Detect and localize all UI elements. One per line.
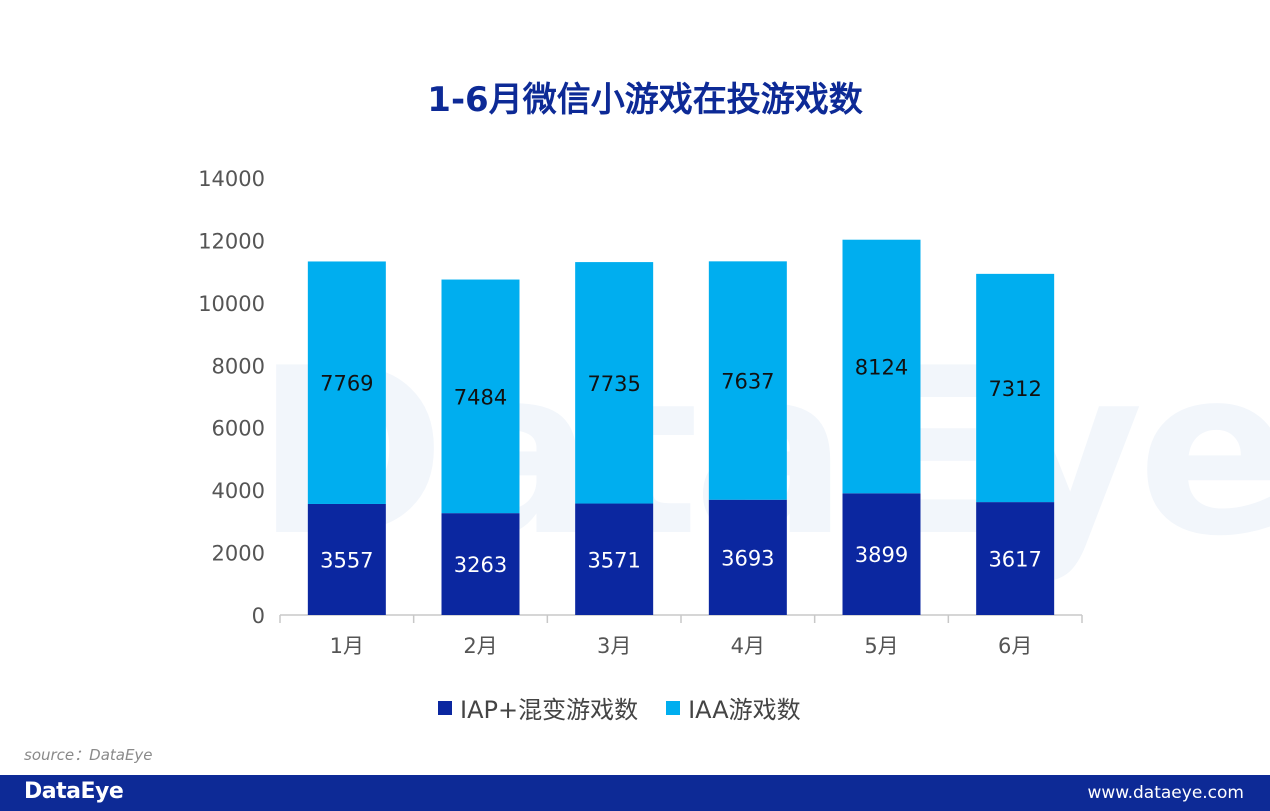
legend-item-iaa: IAA游戏数 <box>666 690 801 725</box>
x-tick-label: 3月 <box>597 634 631 658</box>
bar-segment-iaa <box>575 262 654 504</box>
y-tick-label: 14000 <box>198 167 265 191</box>
bar-segment-iaa <box>708 261 787 500</box>
legend-label-iap: IAP+混变游戏数 <box>460 696 639 724</box>
data-label-iap: 3899 <box>855 543 908 567</box>
chart-title: 1-6月微信小游戏在投游戏数 <box>427 80 863 120</box>
data-label-iap: 3263 <box>454 553 507 577</box>
stacked-bar-chart: 0 2000 4000 6000 8000 10000 12000 14000 3557 7769… <box>198 167 1083 658</box>
bar-segment-iap <box>708 499 787 615</box>
bar-segment-iaa <box>307 261 386 504</box>
data-label-iaa: 7735 <box>587 372 640 396</box>
y-tick-label: 2000 <box>212 542 265 566</box>
y-tick-label: 0 <box>252 604 265 628</box>
bar-segment-iap <box>575 503 654 615</box>
data-label-iap: 3693 <box>721 546 774 570</box>
data-label-iaa: 7312 <box>988 377 1041 401</box>
x-tick-label: 1月 <box>330 634 364 658</box>
legend-label-iaa: IAA游戏数 <box>688 696 801 724</box>
data-label-iaa: 7769 <box>320 372 373 396</box>
bar-segment-iap <box>842 493 921 615</box>
data-label-iap: 3557 <box>320 548 373 572</box>
footer-logo: DataEye <box>24 779 124 804</box>
y-tick-label: 4000 <box>212 479 265 503</box>
x-tick-label: 2月 <box>463 634 497 658</box>
x-tick-label: 4月 <box>731 634 765 658</box>
legend-swatch-iaa <box>666 700 681 715</box>
data-label-iap: 3571 <box>587 548 640 572</box>
data-label-iaa: 7637 <box>721 370 774 394</box>
legend-swatch-iap <box>438 700 452 715</box>
y-tick-label: 10000 <box>198 292 265 316</box>
x-tick-label: 5月 <box>864 634 898 658</box>
legend-item-iap: IAP+混变游戏数 <box>438 690 638 725</box>
bar-segment-iap <box>441 513 520 615</box>
x-tick-label: 6月 <box>998 634 1032 658</box>
source-note: source：DataEye <box>24 746 153 764</box>
y-tick-label: 8000 <box>212 354 265 378</box>
data-label-iap: 3617 <box>988 548 1041 572</box>
bar-segment-iap <box>976 502 1055 615</box>
bar-segment-iap <box>307 503 386 615</box>
y-tick-label: 12000 <box>198 229 265 253</box>
bar-segment-iaa <box>441 279 520 514</box>
y-tick-label: 6000 <box>212 417 265 441</box>
bar-segment-iaa <box>842 239 921 494</box>
data-label-iaa: 7484 <box>454 385 507 409</box>
footer-bar: DataEye www.dataeye.com <box>0 775 1270 811</box>
chart-legend: IAP+混变游戏数 IAA游戏数 <box>438 690 829 725</box>
bar-segment-iaa <box>976 273 1055 503</box>
data-label-iaa: 8124 <box>855 356 908 380</box>
footer-url-link[interactable]: www.dataeye.com <box>1087 783 1244 803</box>
